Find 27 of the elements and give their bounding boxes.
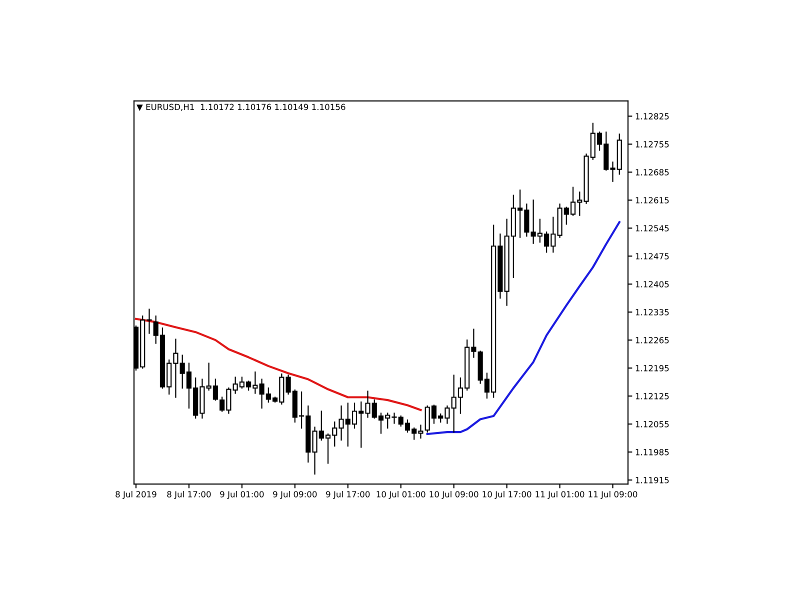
x-tick-label: 9 Jul 01:00: [220, 490, 264, 499]
x-tick-label: 11 Jul 01:00: [536, 490, 584, 499]
y-tick-label: 1.11985: [636, 449, 669, 456]
x-tick-label: 10 Jul 17:00: [482, 490, 532, 499]
y-tick-label: 1.12125: [636, 393, 669, 400]
y-tick-label: 1.11915: [636, 477, 669, 484]
y-tick-label: 1.12405: [636, 281, 669, 288]
y-tick-label: 1.12335: [636, 309, 669, 316]
x-tick-label: 8 Jul 2019: [116, 490, 156, 499]
chart-title: ▼ EURUSD,H1 1.10172 1.10176 1.10149 1.10156: [136, 104, 346, 112]
y-tick-label: 1.12545: [636, 225, 669, 232]
line-series: [426, 221, 620, 436]
y-tick-label: 1.12755: [636, 141, 669, 148]
y-tick-label: 1.12825: [636, 113, 669, 120]
x-tick-label: 11 Jul 09:00: [588, 490, 638, 499]
line-series: [134, 318, 422, 412]
y-tick-label: 1.12055: [636, 421, 669, 428]
y-tick-label: 1.12615: [636, 197, 669, 204]
y-tick-label: 1.12265: [636, 337, 669, 344]
y-tick-label: 1.12195: [636, 365, 669, 372]
x-tick-label: 10 Jul 01:00: [376, 490, 426, 499]
y-tick-label: 1.12475: [636, 253, 669, 260]
x-tick-label: 8 Jul 17:00: [167, 490, 211, 499]
x-tick-label: 10 Jul 09:00: [430, 490, 478, 499]
x-tick-label: 9 Jul 09:00: [273, 490, 317, 499]
x-tick-label: 9 Jul 17:00: [326, 490, 370, 499]
y-tick-label: 1.12685: [636, 169, 669, 176]
